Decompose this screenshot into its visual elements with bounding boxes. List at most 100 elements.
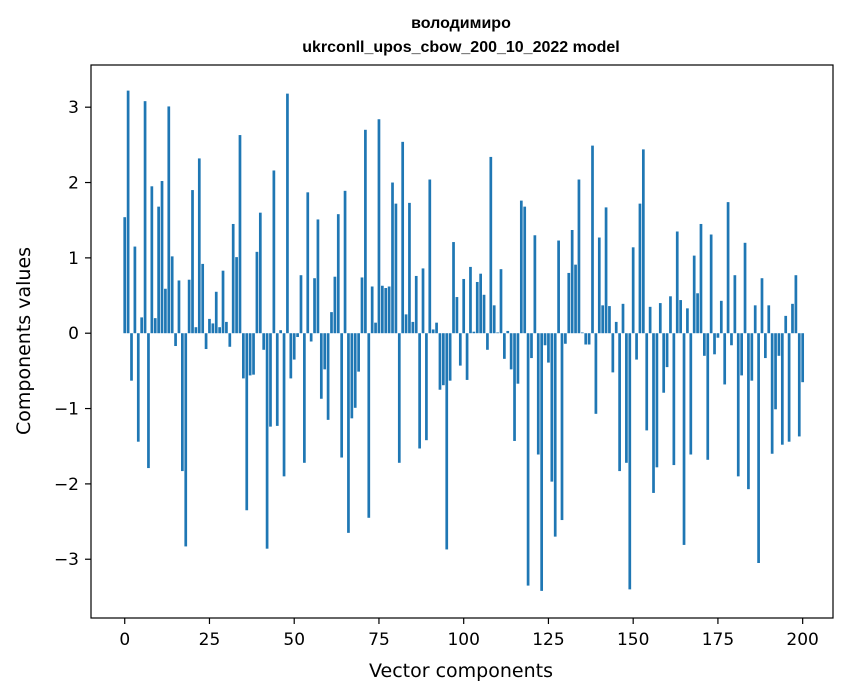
bar-184 <box>747 333 750 490</box>
bar-95 <box>445 333 449 550</box>
bar-94 <box>442 333 445 386</box>
bar-109 <box>492 305 496 334</box>
bar-137 <box>587 333 591 345</box>
bar-46 <box>279 330 283 334</box>
bar-92 <box>435 322 438 334</box>
x-axis-label: Vector components <box>369 660 553 682</box>
bar-119 <box>526 333 530 586</box>
bar-143 <box>608 306 611 334</box>
bar-78 <box>387 286 391 334</box>
bar-111 <box>499 269 503 334</box>
x-tick-label: 125 <box>532 630 564 650</box>
bar-161 <box>669 296 672 334</box>
bar-120 <box>530 333 533 359</box>
bar-188 <box>760 278 764 334</box>
bar-91 <box>431 329 435 334</box>
y-tick-label: 1 <box>68 249 79 269</box>
bar-150 <box>631 247 635 334</box>
bar-40 <box>258 212 262 334</box>
y-axis-label: Components values <box>13 247 35 435</box>
bar-31 <box>228 333 232 347</box>
bar-131 <box>567 272 571 334</box>
bar-83 <box>404 314 408 334</box>
bar-62 <box>333 276 337 334</box>
bar-8 <box>150 186 154 334</box>
y-tick-label: 3 <box>68 98 79 118</box>
x-tick-label: 25 <box>199 630 221 650</box>
bar-155 <box>648 306 652 334</box>
bar-115 <box>513 333 516 441</box>
bar-166 <box>686 308 689 334</box>
bar-29 <box>221 270 225 334</box>
bar-193 <box>777 333 781 356</box>
bar-42 <box>265 333 269 549</box>
bar-172 <box>706 333 710 460</box>
bar-168 <box>692 255 696 334</box>
bar-44 <box>272 170 276 334</box>
bar-101 <box>465 333 469 380</box>
bar-97 <box>452 242 455 334</box>
bar-179 <box>730 333 733 346</box>
bar-196 <box>787 333 791 442</box>
bar-136 <box>584 333 588 345</box>
bar-87 <box>418 333 421 449</box>
bar-86 <box>414 275 418 334</box>
bar-55 <box>309 333 313 342</box>
bar-98 <box>455 297 459 334</box>
bar-121 <box>533 235 537 334</box>
bar-153 <box>641 149 645 334</box>
bars-group <box>123 90 805 591</box>
bar-19 <box>187 279 191 334</box>
bar-53 <box>303 333 306 463</box>
bar-26 <box>211 323 215 334</box>
bar-89 <box>425 333 428 441</box>
chart-title-line1: володимиро <box>411 15 511 32</box>
bar-145 <box>614 321 618 334</box>
bar-35 <box>242 333 245 379</box>
bar-135 <box>580 332 584 334</box>
bar-21 <box>194 327 198 334</box>
bar-51 <box>296 333 299 337</box>
bar-144 <box>611 333 615 373</box>
bar-76 <box>380 285 384 334</box>
bar-129 <box>560 333 564 521</box>
bar-142 <box>604 207 608 334</box>
bar-190 <box>767 305 771 334</box>
bar-185 <box>750 333 754 381</box>
bar-73 <box>370 286 374 334</box>
bar-20 <box>191 190 194 334</box>
bar-107 <box>486 333 489 350</box>
bar-154 <box>645 333 649 431</box>
bar-64 <box>340 333 344 458</box>
bar-60 <box>326 333 330 420</box>
bar-199 <box>797 333 801 437</box>
chart-title-line2: ukrconll_upos_cbow_200_10_2022 model <box>302 39 619 56</box>
bar-127 <box>553 333 557 537</box>
bar-140 <box>597 237 601 334</box>
bar-164 <box>679 300 682 334</box>
bar-191 <box>770 333 774 454</box>
bar-148 <box>625 333 628 463</box>
bar-99 <box>458 333 462 366</box>
x-axis-ticks: 0 25 50 75 100 125 150 175 200 <box>119 618 819 650</box>
bar-105 <box>479 273 482 334</box>
bar-169 <box>696 293 699 334</box>
bar-170 <box>699 223 703 334</box>
bar-165 <box>682 333 686 545</box>
bar-54 <box>306 192 310 334</box>
bar-139 <box>594 333 598 414</box>
bar-10 <box>157 206 160 334</box>
bar-197 <box>791 303 794 334</box>
bar-112 <box>503 333 506 359</box>
bar-162 <box>672 333 676 466</box>
bar-151 <box>635 333 638 360</box>
x-tick-label: 200 <box>786 630 818 650</box>
bar-130 <box>564 333 567 344</box>
bar-138 <box>591 145 594 334</box>
x-tick-label: 75 <box>368 630 390 650</box>
bar-17 <box>181 333 184 472</box>
bar-84 <box>408 202 411 334</box>
bar-106 <box>482 294 486 334</box>
bar-124 <box>543 333 547 346</box>
